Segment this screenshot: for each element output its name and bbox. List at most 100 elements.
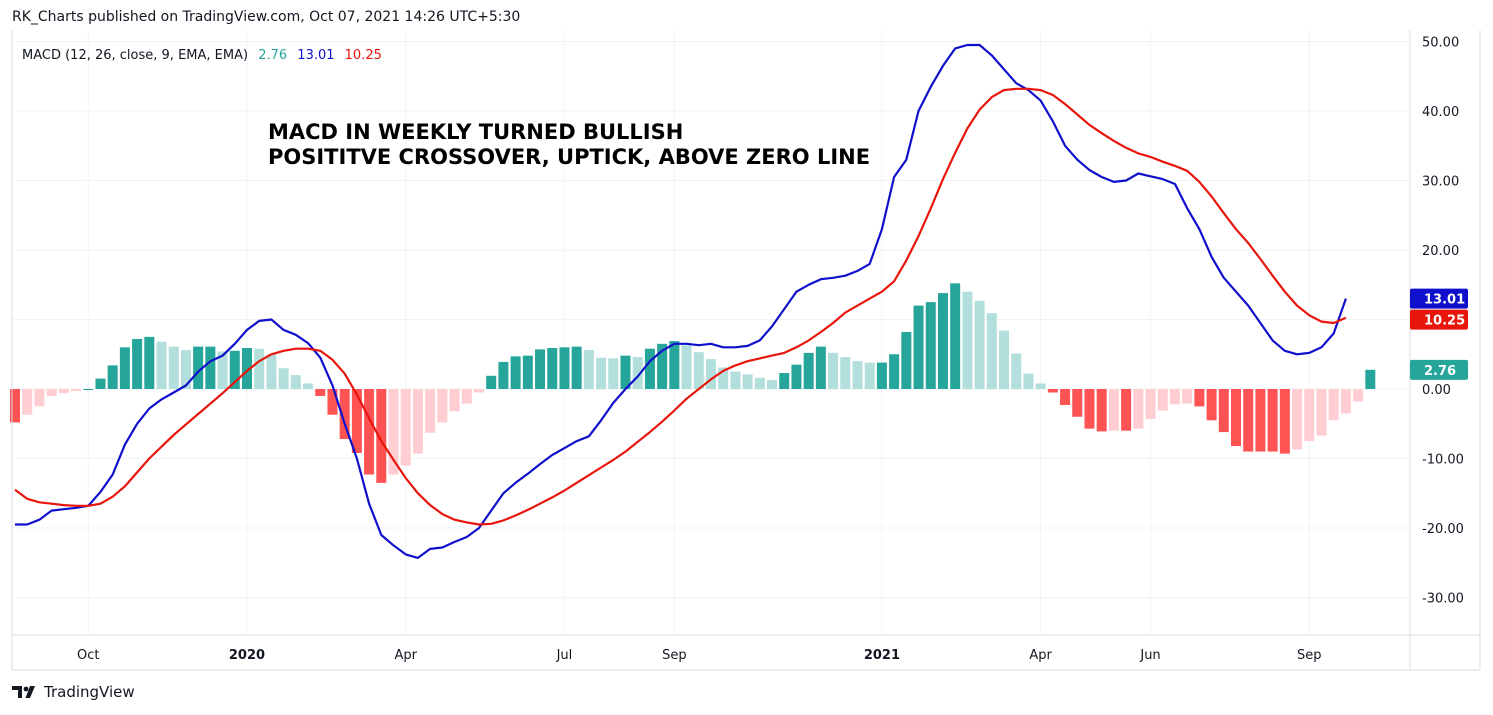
histogram-bar [901, 332, 912, 389]
histogram-bar [1133, 389, 1144, 429]
histogram-bar [950, 283, 961, 389]
chart-frame [11, 30, 1481, 671]
signal-value-badge-text: 10.25 [1424, 314, 1465, 329]
histogram-bar [95, 378, 106, 389]
histogram-bar [180, 350, 191, 389]
histogram-bar [742, 374, 753, 389]
histogram-bar [1243, 389, 1254, 452]
tradingview-logo-icon [12, 686, 35, 698]
histogram-bar [815, 346, 826, 389]
histogram-value-badge-bg [1410, 359, 1468, 380]
x-tick-label: Sep [662, 648, 687, 663]
histogram-bar [34, 389, 45, 407]
histogram-bar [1072, 389, 1083, 417]
annotation-line-2: POSITITVE CROSSOVER, UPTICK, ABOVE ZERO … [268, 145, 870, 169]
footer: TradingView [12, 683, 135, 701]
histogram-bar [718, 367, 729, 389]
histogram-bar [1047, 389, 1058, 393]
histogram-bar [1169, 389, 1180, 405]
histogram-bar [1316, 389, 1327, 436]
x-tick-label: Sep [1297, 648, 1322, 663]
histogram-bar [937, 293, 948, 389]
y-tick-label: 0.00 [1422, 383, 1451, 398]
histogram-bar [1304, 389, 1315, 442]
histogram-bar [705, 359, 716, 389]
histogram-bar [693, 352, 704, 389]
signal-value-badge-bg [1410, 309, 1468, 330]
histogram-bar [461, 389, 472, 404]
histogram-bar [351, 389, 362, 453]
histogram-bar [913, 305, 924, 389]
histogram-bar [1035, 383, 1046, 389]
histogram-bar [974, 300, 985, 389]
legend-histogram-value: 2.76 [258, 48, 287, 63]
macd-value-badge: 13.01 [1410, 288, 1468, 309]
indicator-legend: MACD (12, 26, close, 9, EMA, EMA) 2.76 1… [22, 48, 382, 63]
last-value-badges: 13.01 10.25 2.76 [1410, 288, 1468, 380]
histogram-bar [876, 362, 887, 389]
histogram-bar [132, 338, 143, 389]
histogram-bar [388, 389, 399, 475]
histogram-bar [962, 291, 973, 389]
histogram-bar [730, 371, 741, 389]
grid [12, 30, 1410, 635]
histogram-bar [535, 349, 546, 389]
histogram-bar [290, 375, 301, 389]
indicator-label: MACD (12, 26, close, 9, EMA, EMA) [22, 48, 248, 63]
histogram-bar [229, 350, 240, 389]
histogram-bar [315, 389, 326, 396]
histogram-bar [217, 351, 228, 389]
histogram-bar [852, 361, 863, 389]
histogram-bar [1340, 389, 1351, 414]
y-tick-label: -30.00 [1422, 592, 1464, 607]
histogram-bar [669, 341, 680, 389]
histogram-bar [864, 362, 875, 389]
y-tick-label: 20.00 [1422, 244, 1459, 259]
histogram-bar [22, 389, 33, 415]
histogram-bar [266, 354, 277, 389]
histogram-bar [1060, 389, 1071, 405]
histogram-bar [156, 341, 167, 389]
histogram-bar [620, 355, 631, 389]
annotation-line-1: MACD IN WEEKLY TURNED BULLISH [268, 120, 683, 144]
histogram-bar [986, 313, 997, 389]
histogram-bar [681, 345, 692, 389]
histogram-bar [754, 377, 765, 389]
histogram-bar [1096, 389, 1107, 432]
histogram [10, 283, 1376, 483]
legend-signal-value: 10.25 [345, 48, 382, 63]
histogram-bar [46, 389, 57, 396]
histogram-bar [1267, 389, 1278, 452]
y-tick-label: -20.00 [1422, 522, 1464, 537]
histogram-bar [1108, 389, 1119, 431]
x-tick-label: Jun [1139, 648, 1160, 663]
macd-lines [14, 43, 1347, 559]
x-tick-label: 2020 [229, 648, 265, 663]
signal-value-badge: 10.25 [1410, 309, 1468, 330]
histogram-bar [303, 383, 314, 389]
x-tick-label: Oct [77, 648, 99, 663]
histogram-bar [83, 389, 94, 390]
histogram-bar [168, 346, 179, 389]
histogram-bar [779, 373, 790, 389]
histogram-bar [241, 347, 252, 389]
macd-value-badge-text: 13.01 [1424, 293, 1465, 308]
x-tick-label: 2021 [864, 648, 900, 663]
histogram-bar [571, 346, 582, 389]
histogram-bar [559, 347, 570, 389]
histogram-bar [925, 302, 936, 389]
histogram-bar [840, 357, 851, 389]
histogram-bar [473, 389, 484, 393]
histogram-bar [803, 352, 814, 389]
histogram-bar [1011, 353, 1022, 389]
histogram-bar [608, 358, 619, 389]
x-tick-label: Apr [1029, 648, 1052, 663]
histogram-bar [10, 389, 20, 423]
histogram-bar [58, 389, 69, 394]
histogram-bar [1121, 389, 1132, 431]
x-axis: Oct 2020 Apr Jul Sep 2021 Apr Jun Sep [77, 648, 1322, 663]
histogram-value-badge-text: 2.76 [1424, 364, 1456, 379]
histogram-bar [767, 379, 778, 389]
histogram-bar [632, 357, 643, 389]
